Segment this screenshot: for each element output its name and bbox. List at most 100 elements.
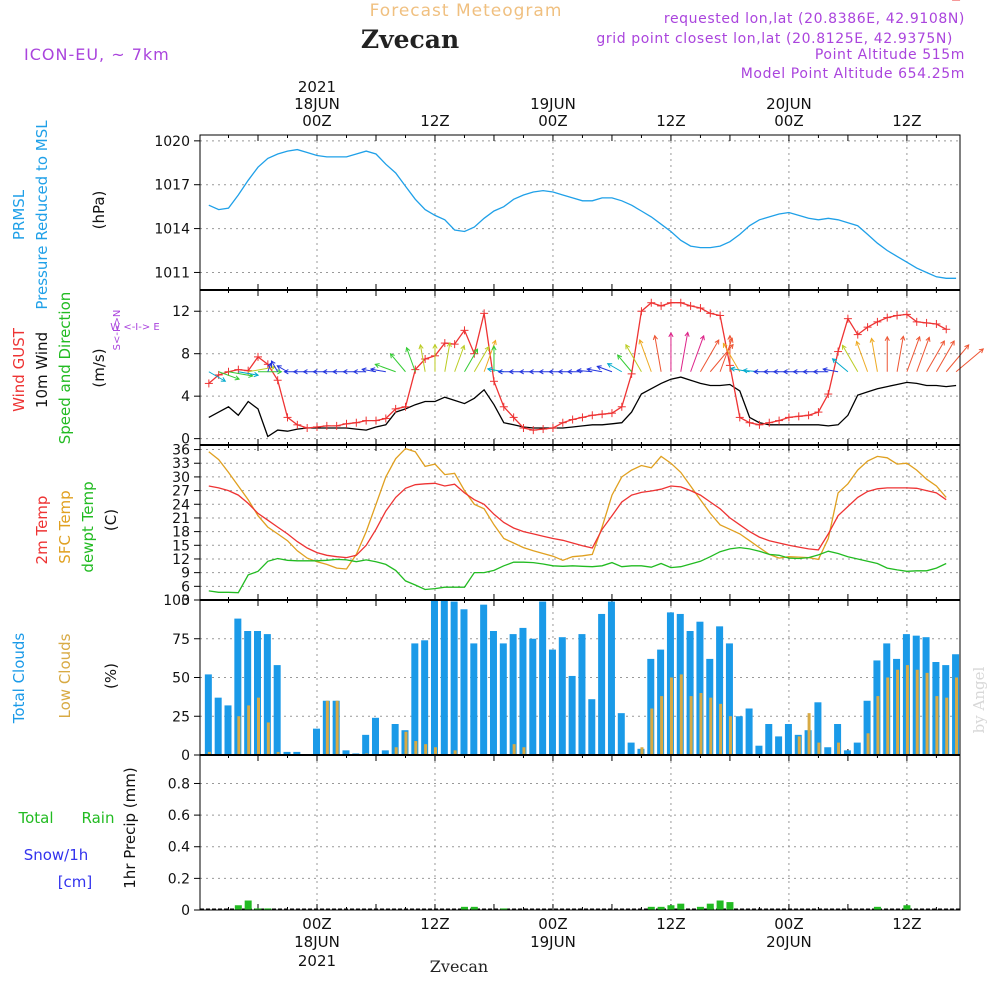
- low-cloud-bar: [886, 677, 890, 755]
- wind-speed-line: [208, 376, 957, 438]
- rain-bar: [903, 905, 911, 910]
- total-cloud-bar: [283, 751, 291, 755]
- wind-arrow-head: [625, 343, 631, 350]
- wind-arrow-head: [884, 335, 890, 341]
- wind-arrow: [597, 365, 613, 373]
- low-cloud-bar: [935, 696, 939, 755]
- wind-arrow-head: [753, 369, 759, 375]
- y-tick-label: 25: [172, 709, 190, 725]
- total-cloud-bar: [421, 640, 429, 755]
- rain-bar: [706, 903, 714, 910]
- wind-arrow: [444, 342, 451, 372]
- wind-arrow-head: [729, 366, 736, 372]
- rain-bar: [244, 900, 252, 910]
- total-cloud-bar: [529, 638, 537, 755]
- wind-arrow-head: [557, 369, 563, 375]
- low-cloud-bar: [955, 677, 959, 755]
- t2m-label: 2m Temp: [33, 496, 51, 565]
- time-label-bottom: 12Z: [656, 915, 685, 933]
- t2m-line: [208, 482, 947, 559]
- total-cloud-bar: [293, 751, 301, 755]
- time-label-bottom: 00Z: [774, 915, 803, 933]
- total-cloud-bar: [735, 716, 743, 755]
- wind-arrow: [625, 344, 642, 372]
- wind-arrow-head: [869, 337, 875, 343]
- clouds-panel: 0 25 50 75 100: [163, 593, 960, 764]
- total-cloud-bar: [381, 750, 389, 755]
- wind-arrow-head: [940, 340, 945, 346]
- wind-unit-label: (m/s): [90, 348, 108, 387]
- y-tick-label: 1014: [154, 222, 190, 238]
- y-tick-label: 0: [181, 432, 190, 448]
- wind-arrow: [842, 345, 859, 372]
- wind-arrow: [267, 363, 272, 372]
- wind-arrow: [639, 339, 652, 372]
- total-cloud-bar: [470, 643, 478, 755]
- product-title: Forecast Meteogram: [370, 1, 563, 21]
- compass-icon-we: W <-I-> E: [110, 322, 160, 333]
- wind-arrow: [375, 363, 396, 373]
- y-tick-label: 0.2: [168, 871, 190, 887]
- low-cloud-bar: [728, 716, 732, 755]
- prmsl-line: [208, 148, 957, 279]
- pressure-panel: 1011 1014 1017 1020: [154, 134, 960, 290]
- wind-arrow: [406, 347, 416, 372]
- wind-arrow-head: [668, 331, 674, 338]
- time-label-bottom: 00Z: [538, 915, 567, 933]
- total-cloud-bar: [696, 621, 704, 755]
- total-cloud-bar: [775, 736, 783, 755]
- wind-arrow-head: [714, 339, 720, 345]
- y-tick-label: 1011: [154, 265, 190, 281]
- low-cloud-bar: [650, 708, 654, 755]
- panel-frame: [199, 754, 961, 911]
- low-cloud-bar: [207, 751, 211, 755]
- total-cloud-bar: [863, 700, 871, 755]
- compass-icon-ns: S<-I->N: [112, 310, 123, 351]
- rain-bar: [873, 906, 881, 910]
- prmsl-desc-label: Pressure Reduced to MSL: [33, 120, 51, 310]
- wind-arrow-head: [782, 369, 788, 375]
- point-altitude: Point Altitude 515m: [815, 47, 965, 63]
- low-cloud-bar: [807, 713, 811, 755]
- wind-arrow-head: [606, 363, 613, 368]
- total-cloud-bar: [273, 665, 281, 755]
- low-cloud-bar: [915, 669, 919, 755]
- y-tick-label: 6: [181, 579, 190, 595]
- time-label-bottom: 19JUN: [530, 933, 576, 951]
- wind-arrow-head: [548, 369, 554, 375]
- model-label: ICON-EU, ~ 7km: [24, 45, 170, 64]
- wind-arrow: [390, 353, 406, 373]
- low-cloud-bar: [876, 696, 880, 755]
- wind-arrow-head: [486, 367, 493, 373]
- wind-arrow: [700, 339, 720, 372]
- wind-arrow-head: [405, 346, 411, 353]
- low-cloud-bar: [335, 700, 339, 755]
- wind-arrow-head: [331, 369, 338, 375]
- time-label-top: 12Z: [892, 112, 921, 130]
- time-label-top: 19JUN: [530, 95, 576, 113]
- wind-arrow: [926, 340, 945, 372]
- rain-bar: [500, 908, 508, 910]
- total-cloud-bar: [362, 734, 370, 755]
- wind-arrow: [916, 337, 930, 372]
- wind-arrow-head: [802, 369, 808, 375]
- low-cloud-bar: [640, 747, 644, 755]
- time-label-top: 00Z: [302, 112, 331, 130]
- wind-arrow-head: [389, 353, 395, 359]
- low-cloud-bar: [797, 736, 801, 755]
- total-cloud-bar: [686, 631, 694, 755]
- total-cloud-bar: [784, 724, 792, 755]
- total-cloud-bar: [814, 702, 822, 755]
- precip-panel: 0 0.2 0.4 0.6 0.8: [168, 755, 960, 919]
- wind-arrow: [617, 354, 633, 373]
- wind-arrow: [832, 358, 849, 373]
- total-cloud-bar: [509, 634, 517, 755]
- sfc-label: SFC Temp: [56, 490, 74, 563]
- total-cloud-bar: [460, 609, 468, 755]
- total-cloud-label: Total Clouds: [10, 633, 28, 725]
- precip-axis-label: 1hr Precip (mm): [121, 767, 139, 888]
- total-cloud-bar: [843, 750, 851, 755]
- low-cloud-bar: [679, 674, 683, 755]
